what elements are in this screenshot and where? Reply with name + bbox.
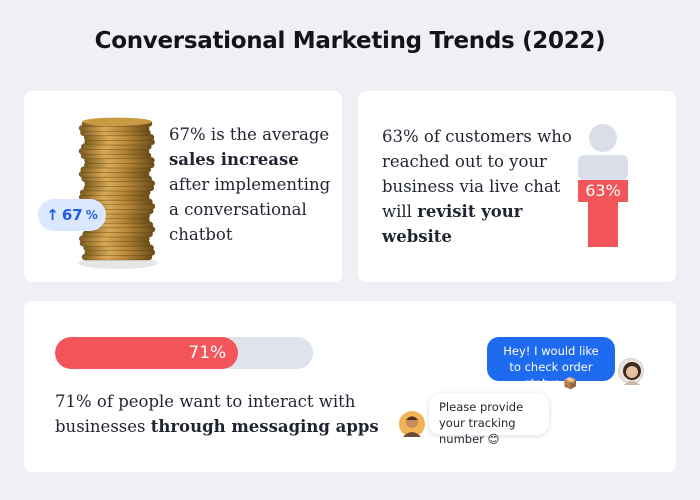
badge-unit: % <box>85 208 98 222</box>
revisit-stat-text: 63% of customers who reached out to your… <box>382 127 572 246</box>
progress-label: 71% <box>188 343 227 363</box>
arrow-up-icon: ↑ <box>46 206 59 224</box>
badge-value: 67 <box>61 206 83 224</box>
coin-stack-icon <box>78 117 158 269</box>
woman-face-icon <box>623 362 641 385</box>
stat-card-revisit: 63% of customers who reached out to your… <box>358 91 676 282</box>
chat-bubble-incoming: Please provide your tracking number 😊 <box>429 393 549 446</box>
revisit-percent-label: 63% <box>585 181 621 200</box>
package-emoji-icon: 📦 <box>563 376 578 390</box>
messaging-progress-bar: 71% <box>55 337 313 369</box>
avatar-woman <box>618 358 644 385</box>
avatar-man <box>399 411 425 437</box>
progress-fill <box>55 337 239 369</box>
sales-stat-text: 67% is the average sales increase after … <box>169 125 331 244</box>
stat-card-messaging: 71% 71% of people want to interact with … <box>24 301 676 472</box>
messaging-stat-text: 71% of people want to interact with busi… <box>55 392 379 436</box>
sales-increase-badge: ↑ 67% <box>38 199 106 231</box>
man-face-icon <box>403 416 421 437</box>
page-title: Conversational Marketing Trends (2022) <box>94 28 606 54</box>
smile-emoji-icon: 😊 <box>487 432 500 446</box>
person-silhouette-icon <box>578 124 628 247</box>
stat-card-sales: ↑ 67% 67% is the average sales increase … <box>24 91 342 282</box>
chat-bubble-outgoing: Hey! I would like to check order status … <box>487 337 615 390</box>
